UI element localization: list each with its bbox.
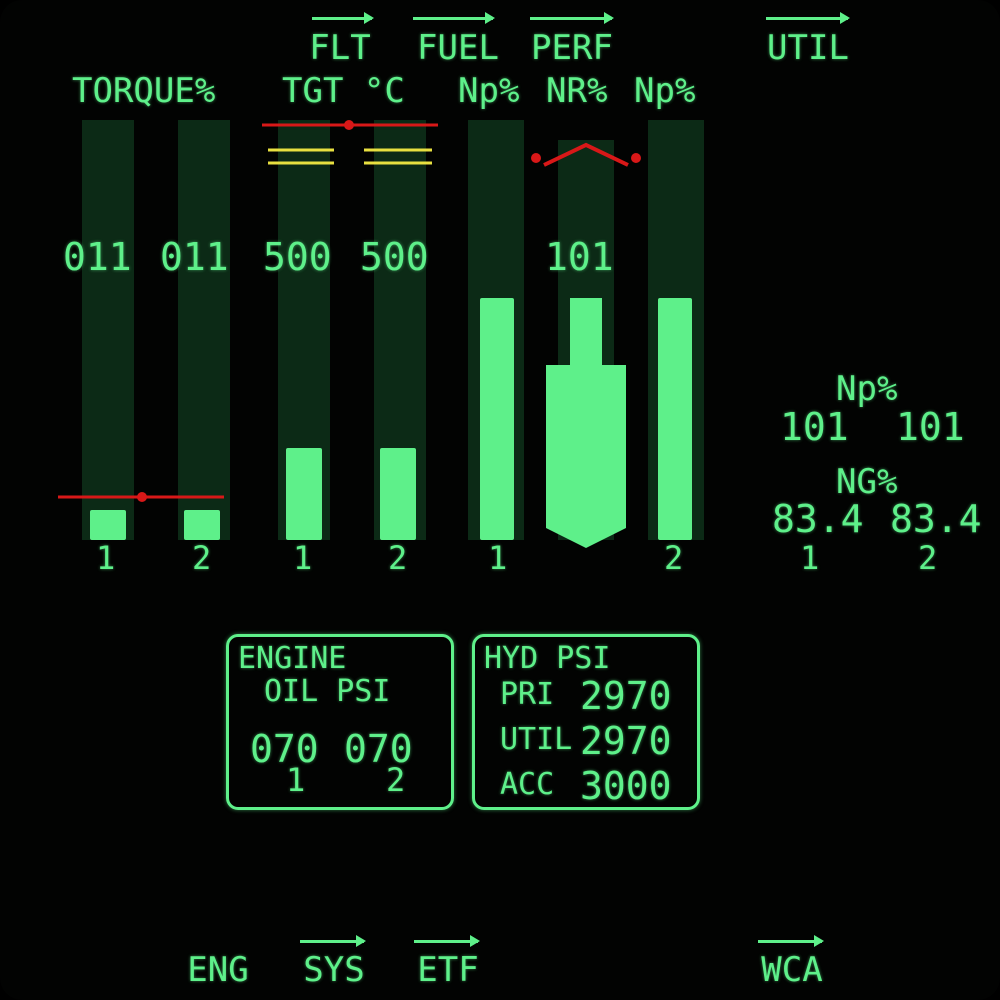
torque-1-track (82, 120, 134, 540)
ng-1-value: 83.4 (772, 497, 864, 541)
sys-arrow-icon (300, 935, 366, 947)
util-arrow-icon (766, 12, 850, 24)
engine-oil-box (226, 634, 454, 810)
np-1-label: 1 (488, 539, 508, 577)
torque-1-readout: 011 (63, 235, 132, 279)
np-1-value: 101 (780, 405, 849, 449)
ng-title: NG% (836, 462, 898, 502)
tgt-header: TGT °C (282, 71, 405, 111)
engine-oil-title-1: ENGINE (238, 641, 347, 676)
flt-arrow-icon (312, 12, 374, 24)
tgt-2-readout: 500 (360, 235, 429, 279)
hyd-pri-value: 2970 (580, 674, 672, 718)
np-2-value: 101 (896, 405, 965, 449)
torque-2-readout: 011 (160, 235, 229, 279)
engine-oil-title-2: OIL PSI (264, 674, 391, 709)
wca-arrow-icon (758, 935, 824, 947)
torque-1-bar (90, 510, 126, 540)
torque-header: TORQUE% (72, 71, 216, 111)
np-left-header: Np% (458, 71, 520, 111)
hyd-pri-label: PRI (500, 677, 555, 712)
nr-readout: 101 (545, 235, 614, 279)
eng-1-label: 1 (800, 539, 820, 577)
fuel-arrow-icon (413, 12, 495, 24)
hyd-util-value: 2970 (580, 719, 672, 763)
hyd-acc-value: 3000 (580, 764, 672, 808)
oil-2-label: 2 (386, 761, 406, 799)
nr-limit-marker-left (531, 153, 541, 163)
tgt-2-bar (380, 448, 416, 540)
tgt-1-readout: 500 (263, 235, 332, 279)
hyd-psi-box (472, 634, 700, 810)
nr-limit-chevron (543, 142, 629, 167)
torque-2-track (178, 120, 230, 540)
hyd-title: HYD PSI (484, 641, 611, 676)
softkey-util[interactable]: UTIL (767, 28, 849, 68)
np-2-label: 2 (664, 539, 684, 577)
torque-1-label: 1 (96, 539, 116, 577)
ng-2-value: 83.4 (890, 497, 982, 541)
softkey-fuel[interactable]: FUEL (417, 28, 499, 68)
etf-arrow-icon (414, 935, 480, 947)
nr-arrow-pointer (546, 298, 626, 548)
torque-2-label: 2 (192, 539, 212, 577)
perf-arrow-icon (530, 12, 614, 24)
oil-1-label: 1 (286, 761, 306, 799)
softkey-flt[interactable]: FLT (309, 28, 371, 68)
np-1-bar (480, 298, 514, 540)
hyd-util-label: UTIL (500, 722, 573, 757)
tgt-1-label: 1 (293, 539, 313, 577)
eng-2-label: 2 (918, 539, 938, 577)
np-title: Np% (836, 369, 898, 409)
nr-limit-marker-right (631, 153, 641, 163)
np-2-bar (658, 298, 692, 540)
np-right-header: Np% (634, 71, 696, 111)
softkey-sys[interactable]: SYS (303, 950, 365, 990)
softkey-perf[interactable]: PERF (531, 28, 613, 68)
tgt-1-bar (286, 448, 322, 540)
hyd-acc-label: ACC (500, 767, 555, 802)
torque-2-bar (184, 510, 220, 540)
torque-redline-marker (137, 492, 147, 502)
oil-2-value: 070 (344, 727, 413, 771)
softkey-etf[interactable]: ETF (417, 950, 479, 990)
softkey-eng[interactable]: ENG (187, 950, 249, 990)
nr-header: NR% (546, 71, 608, 111)
tgt-redline-marker (344, 120, 354, 130)
softkey-wca[interactable]: WCA (761, 950, 823, 990)
oil-1-value: 070 (250, 727, 319, 771)
tgt-2-label: 2 (388, 539, 408, 577)
